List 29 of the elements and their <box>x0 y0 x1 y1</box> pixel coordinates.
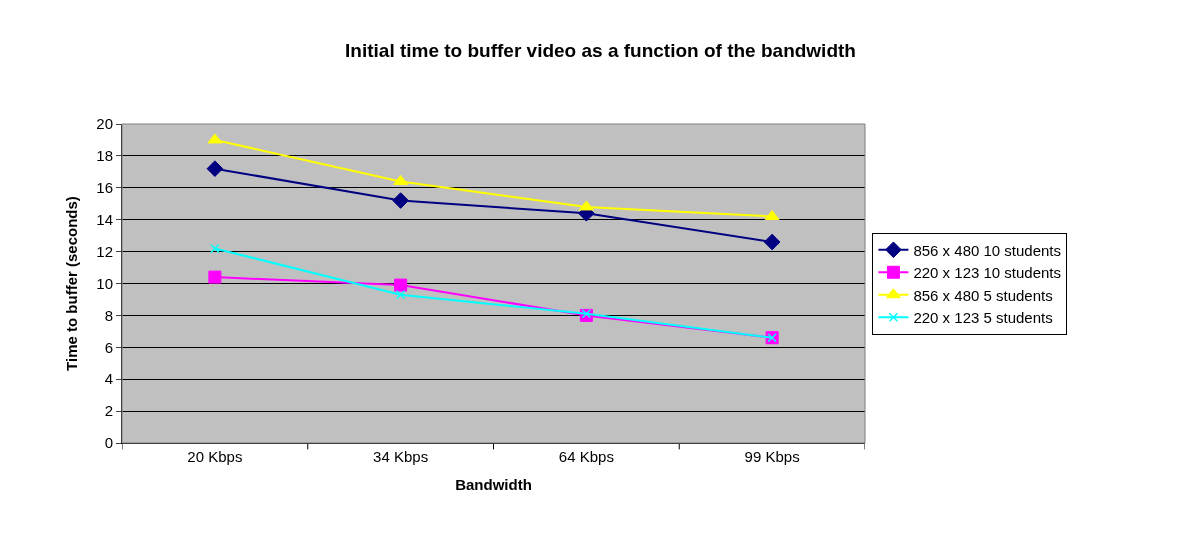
y-tick-label: 8 <box>104 306 113 324</box>
y-axis-title: Time to buffer (seconds) <box>62 196 80 371</box>
x-tick-label: 20 Kbps <box>187 448 243 465</box>
y-tick-label: 20 <box>96 115 113 133</box>
point <box>395 289 406 300</box>
y-tick-label: 12 <box>96 242 113 260</box>
x-tick-label: 99 Kbps <box>744 448 800 465</box>
y-tick-label: 4 <box>104 370 113 388</box>
x-axis-title: Bandwidth <box>455 476 532 493</box>
x-tick-label: 34 Kbps <box>373 448 429 465</box>
y-tick-label: 14 <box>96 210 113 228</box>
legend-label: 220 x 123 10 students <box>913 264 1062 282</box>
point <box>210 243 220 254</box>
point <box>208 270 222 284</box>
y-tick-label: 16 <box>96 179 113 197</box>
point <box>392 192 409 209</box>
x-tick-label: 64 Kbps <box>558 448 614 465</box>
legend-label: 856 x 480 10 students <box>913 241 1062 259</box>
y-tick-label: 10 <box>96 274 113 292</box>
chart-title: Initial time to buffer video as a function of the bandwidth <box>345 39 856 61</box>
y-tick-label: 0 <box>104 434 113 452</box>
y-tick-label: 18 <box>96 147 113 165</box>
point <box>394 278 408 292</box>
legend-label: 856 x 480 5 students <box>913 286 1053 304</box>
point <box>763 233 781 251</box>
legend-label: 220 x 123 5 students <box>913 309 1053 327</box>
y-tick-label: 6 <box>104 338 113 356</box>
y-tick-label: 2 <box>104 402 113 420</box>
point <box>206 160 224 177</box>
